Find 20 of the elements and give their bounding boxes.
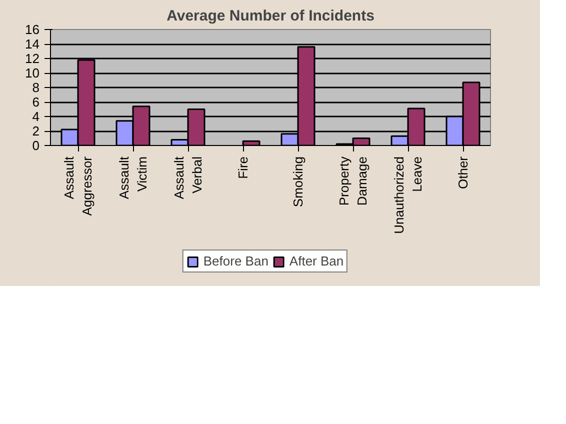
- y-tick-label: 8: [32, 80, 40, 95]
- y-tick-label: 0: [32, 138, 40, 153]
- y-tick-label: 6: [32, 94, 40, 110]
- y-tick-label: 16: [25, 22, 40, 37]
- y-tick-label: 2: [32, 124, 40, 138]
- chart-title: Average Number of Incidents: [166, 8, 374, 24]
- x-tick-label: Assault Aggressor: [62, 156, 94, 216]
- y-tick-label: 10: [25, 66, 40, 80]
- y-tick-label: 4: [32, 109, 40, 124]
- x-tick-label: Unauthorized Leave: [392, 156, 424, 234]
- y-tick-label: 14: [25, 36, 40, 52]
- x-tick-label: Property Damage: [336, 156, 370, 206]
- legend-label: Before Ban: [203, 254, 268, 268]
- x-tick-label: Assault Verbal: [172, 156, 204, 200]
- x-tick-label: Smoking: [290, 156, 306, 208]
- y-tick-label: 12: [25, 51, 40, 66]
- x-tick-label: Other: [456, 156, 470, 190]
- legend-label: After Ban: [289, 254, 344, 268]
- x-tick-label: Fire: [236, 156, 250, 179]
- x-tick-label: Assault Victim: [116, 156, 150, 200]
